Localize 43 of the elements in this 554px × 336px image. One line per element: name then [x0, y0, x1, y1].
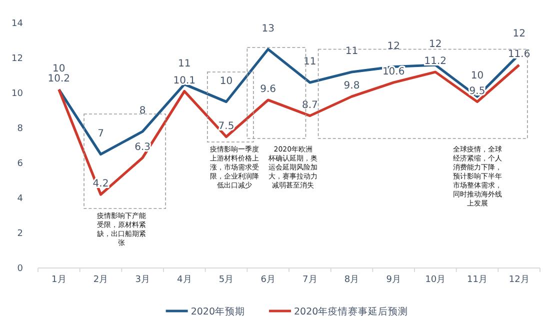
data-label: 7.5 — [218, 120, 234, 132]
y-tick-label: 8 — [17, 124, 24, 134]
data-label: 12 — [512, 28, 526, 40]
data-label: 9.8 — [344, 80, 360, 92]
x-tick-label: 7月 — [302, 274, 318, 285]
y-tick-label: 0 — [17, 264, 24, 274]
data-label: 10 — [470, 70, 484, 82]
data-label: 13 — [262, 23, 274, 34]
x-tick-label: 6月 — [260, 274, 276, 285]
legend-label: 2020年预期 — [190, 306, 245, 318]
x-tick-label: 9月 — [386, 274, 401, 285]
legend-label: 2020年疫情赛事延后预测 — [294, 306, 408, 318]
y-tick-label: 6 — [17, 158, 24, 169]
x-tick-label: 8月 — [344, 274, 360, 285]
data-label: 11.2 — [424, 56, 447, 67]
x-tick-label: 4月 — [177, 274, 192, 285]
x-tick-label: 10月 — [425, 274, 446, 285]
data-label: 10.2 — [48, 74, 70, 84]
x-tick-label: 12月 — [508, 274, 530, 285]
data-label: 10.1 — [173, 75, 196, 86]
data-label: 7 — [98, 128, 104, 140]
y-tick-label: 10 — [12, 88, 24, 99]
x-tick-label: 2月 — [93, 274, 108, 285]
y-tick-label: 14 — [12, 18, 24, 29]
x-tick-label: 3月 — [135, 274, 150, 285]
data-label: 8.7 — [302, 100, 318, 111]
x-tick-label: 11月 — [467, 274, 488, 285]
data-label: 10 — [52, 64, 66, 74]
y-tick-label: 2 — [17, 228, 23, 239]
data-label: 11 — [178, 58, 191, 70]
y-tick-label: 12 — [12, 54, 23, 64]
data-label: 8 — [139, 106, 146, 116]
x-tick-label: 1月 — [52, 274, 66, 285]
data-label: 12 — [387, 40, 400, 52]
x-tick-label: 5月 — [218, 274, 234, 285]
data-label: 11.6 — [508, 49, 530, 60]
data-label: 12 — [429, 39, 442, 50]
data-label: 10.6 — [382, 66, 405, 78]
data-label: 11 — [304, 56, 316, 68]
data-label: 9.6 — [260, 84, 276, 95]
data-label: 11 — [345, 46, 358, 57]
data-label: 10 — [220, 76, 233, 87]
y-tick-label: 4 — [17, 194, 24, 204]
